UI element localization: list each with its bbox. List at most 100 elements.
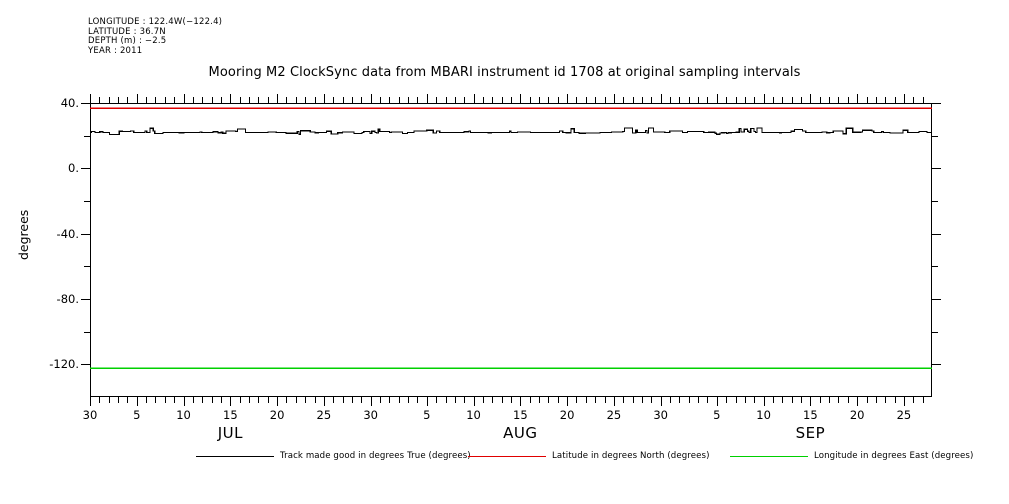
x-tick-top-minor — [202, 97, 204, 103]
x-tick-top-minor — [632, 97, 634, 103]
x-tick-minor — [249, 397, 251, 403]
x-tick-top-minor — [220, 97, 222, 103]
x-tick-top-minor — [146, 97, 148, 103]
x-tick-minor — [398, 397, 400, 403]
x-tick-minor — [511, 397, 512, 403]
x-tick-major — [473, 397, 475, 406]
x-tick-top-minor — [698, 97, 700, 103]
x-tick-label: 30 — [363, 408, 378, 422]
x-tick-minor — [670, 397, 672, 403]
x-tick-top-major — [230, 94, 232, 103]
x-tick-minor — [829, 397, 831, 403]
x-tick-top-minor — [380, 97, 382, 103]
x-tick-minor — [445, 397, 447, 403]
y-tick-label: -40. — [56, 226, 79, 241]
x-tick-top-major — [370, 94, 372, 103]
plot-area: 40. 0. -40. -80. -120. 30 5 10 15 20 25 30 5 10 15 20 25… — [49, 94, 941, 442]
x-tick-minor — [726, 397, 728, 403]
x-tick-major — [716, 397, 718, 406]
x-tick-minor — [744, 397, 746, 403]
x-tick-top-minor — [333, 97, 335, 103]
x-tick-top-minor — [585, 97, 587, 103]
y-tick-major — [81, 364, 90, 366]
x-tick-minor — [604, 397, 606, 403]
x-tick-minor — [782, 397, 784, 403]
x-tick-minor — [707, 397, 709, 403]
x-tick-top-minor — [913, 97, 915, 103]
x-tick-top-major — [857, 94, 859, 103]
x-tick-top-minor — [351, 97, 353, 103]
x-tick-top-minor — [847, 97, 849, 103]
x-tick-minor — [127, 397, 129, 403]
x-tick-minor — [417, 397, 419, 403]
x-tick-label: 15 — [513, 408, 528, 422]
x-tick-top-minor — [772, 97, 774, 103]
x-tick-top-minor — [726, 97, 728, 103]
x-tick-major — [426, 397, 428, 406]
x-tick-top-minor — [239, 97, 241, 103]
x-tick-top-minor — [99, 97, 101, 103]
x-tick-major — [810, 397, 812, 406]
x-tick-minor — [894, 397, 896, 403]
x-tick-minor — [754, 397, 756, 403]
x-month-label: SEP — [795, 424, 826, 442]
metadata-year: YEAR : 2011 — [88, 45, 143, 56]
x-tick-top-major — [90, 94, 91, 103]
y-tick-major — [81, 103, 90, 104]
y-tick-minor — [84, 135, 90, 137]
x-tick-minor — [220, 397, 222, 403]
legend-swatch — [468, 456, 546, 457]
legend-label: Latitude in degrees North (degrees) — [552, 451, 710, 461]
x-tick-major — [763, 397, 765, 406]
x-tick-top-minor — [492, 97, 494, 103]
x-tick-top-major — [763, 94, 765, 103]
x-tick-minor — [295, 397, 297, 403]
x-tick-top-major — [716, 94, 718, 103]
x-tick-top-major — [520, 94, 522, 103]
x-tick-minor — [698, 397, 700, 403]
x-tick-top-minor — [295, 97, 297, 103]
x-tick-top-minor — [623, 97, 625, 103]
x-tick-top-minor — [445, 97, 447, 103]
x-tick-top-minor — [108, 97, 110, 103]
x-tick-minor — [164, 397, 166, 403]
x-tick-top-minor — [604, 97, 606, 103]
x-tick-label: 30 — [82, 408, 98, 422]
x-tick-minor — [585, 397, 587, 403]
x-tick-top-minor — [576, 97, 578, 103]
x-tick-minor — [436, 397, 438, 403]
x-tick-major — [277, 397, 279, 406]
x-tick-top-minor — [267, 97, 269, 103]
x-tick-label: 5 — [713, 408, 721, 422]
x-tick-label: 5 — [133, 408, 141, 422]
x-tick-major — [183, 397, 185, 406]
x-tick-minor — [464, 397, 466, 403]
x-tick-top-minor — [829, 97, 831, 103]
x-tick-top-minor — [192, 97, 194, 103]
x-tick-top-minor — [791, 97, 793, 103]
metadata-block: LONGITUDE : 122.4W(−122.4) LATITUDE : 36… — [88, 17, 222, 56]
x-tick-major — [323, 397, 325, 406]
x-tick-top-minor — [501, 97, 503, 103]
x-tick-minor — [333, 397, 335, 403]
x-tick-top-major — [903, 94, 905, 103]
x-tick-label: 20 — [849, 408, 865, 422]
x-tick-minor — [202, 397, 204, 403]
y-tick-major — [81, 299, 90, 300]
x-tick-top-major — [136, 94, 138, 103]
x-tick-minor — [211, 397, 213, 403]
x-tick-minor — [576, 397, 578, 403]
x-tick-minor — [492, 397, 494, 403]
x-tick-top-minor — [557, 97, 559, 103]
x-tick-major — [613, 397, 615, 406]
x-tick-minor — [922, 397, 924, 403]
y-tick-minor-right — [932, 331, 938, 333]
x-tick-minor — [557, 397, 559, 403]
x-tick-top-minor — [314, 97, 316, 103]
x-tick-minor — [258, 397, 260, 403]
x-tick-top-minor — [174, 97, 176, 103]
y-tick-minor-right — [932, 201, 938, 202]
x-tick-top-minor — [679, 97, 681, 103]
legend-label: Longitude in degrees East (degrees) — [814, 451, 974, 461]
x-tick-top-minor — [548, 97, 550, 103]
